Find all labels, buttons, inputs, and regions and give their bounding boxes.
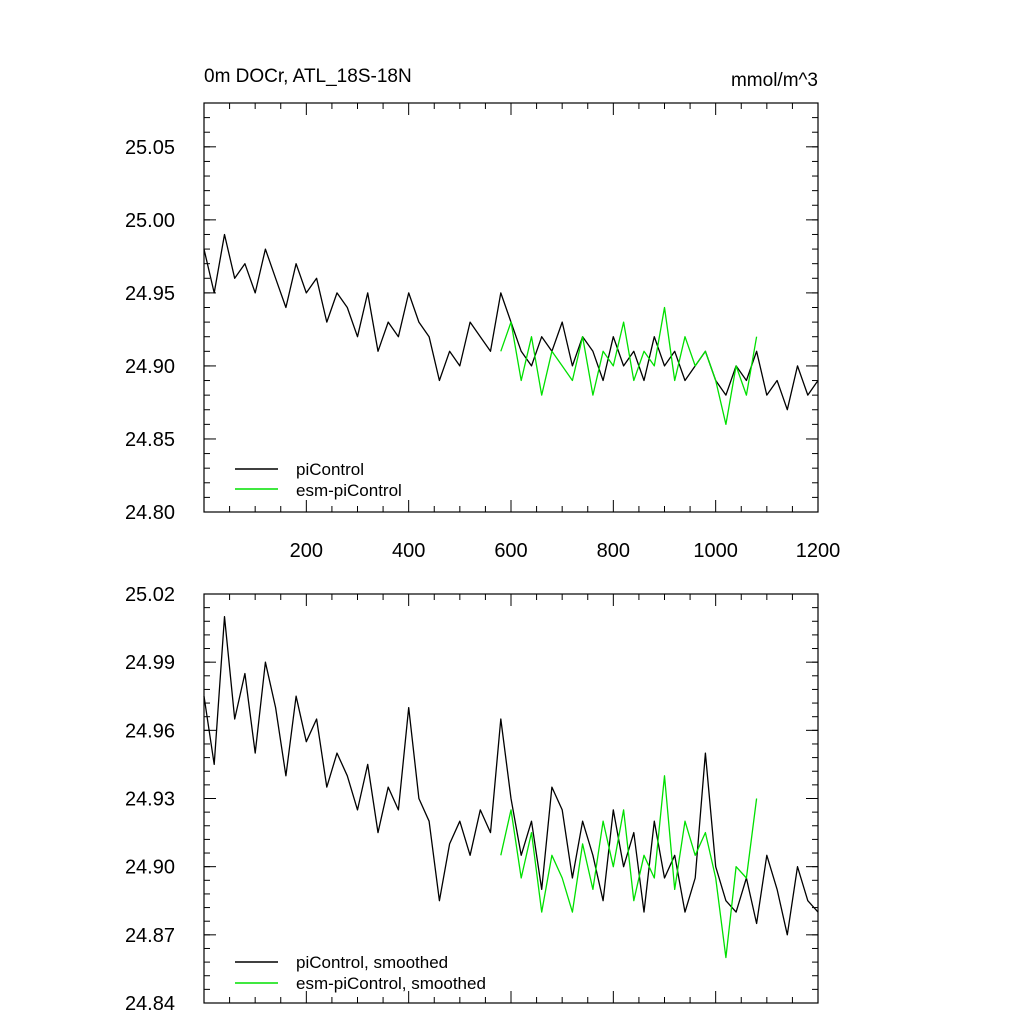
y-tick-label: 24.95: [125, 283, 175, 305]
y-tick-label: 24.99: [125, 652, 175, 674]
bottom-panel: 24.84 24.87 24.90 24.93 24.96 24.99 25.02 piCo…: [125, 584, 819, 1015]
y-tick-label: 24.90: [125, 356, 175, 378]
y-tick-label: 25.02: [125, 584, 175, 606]
x-tick-label: 1000: [693, 540, 738, 562]
x-tick-label: 800: [597, 540, 630, 562]
x-tick-label: 400: [392, 540, 425, 562]
legend-label-esm-picontrol-smoothed: esm-piControl, smoothed: [296, 974, 486, 993]
legend-label-esm-picontrol: esm-piControl: [296, 481, 402, 500]
bottom-plot-area: 24.84 24.87 24.90 24.93 24.96 24.99 25.02: [125, 584, 819, 1015]
x-tick-label: 600: [494, 540, 527, 562]
top-plot-area: 200 400 600 800 1000 1200 24.80 24.85 24.90 24.95…: [125, 102, 841, 562]
series-line-1: [500, 306, 758, 426]
y-tick-label: 24.93: [125, 789, 175, 811]
y-tick-label: 24.87: [125, 925, 175, 947]
top-panel: 0m DOCr, ATL_18S-18N mmol/m^3 200 400 600 8…: [125, 66, 840, 562]
top-legend: piControl esm-piControl: [235, 460, 402, 500]
series-line-1: [500, 775, 758, 959]
y-tick-label: 25.00: [125, 210, 175, 232]
series-line-0: [203, 616, 819, 936]
y-tick-label: 25.05: [125, 137, 175, 159]
legend-label-picontrol-smoothed: piControl, smoothed: [296, 953, 448, 972]
plot-frame: [203, 102, 819, 513]
y-tick-label: 24.85: [125, 429, 175, 451]
x-tick-label: 200: [290, 540, 323, 562]
units-label: mmol/m^3: [731, 70, 818, 91]
y-tick-label: 24.80: [125, 502, 175, 524]
y-tick-label: 24.84: [125, 993, 175, 1015]
legend-label-picontrol: piControl: [296, 460, 364, 479]
x-tick-label: 1200: [796, 540, 841, 562]
y-tick-label: 24.96: [125, 720, 175, 742]
bottom-legend: piControl, smoothed esm-piControl, smoot…: [235, 953, 486, 993]
chart-title: 0m DOCr, ATL_18S-18N: [204, 66, 412, 87]
y-tick-label: 24.90: [125, 857, 175, 879]
